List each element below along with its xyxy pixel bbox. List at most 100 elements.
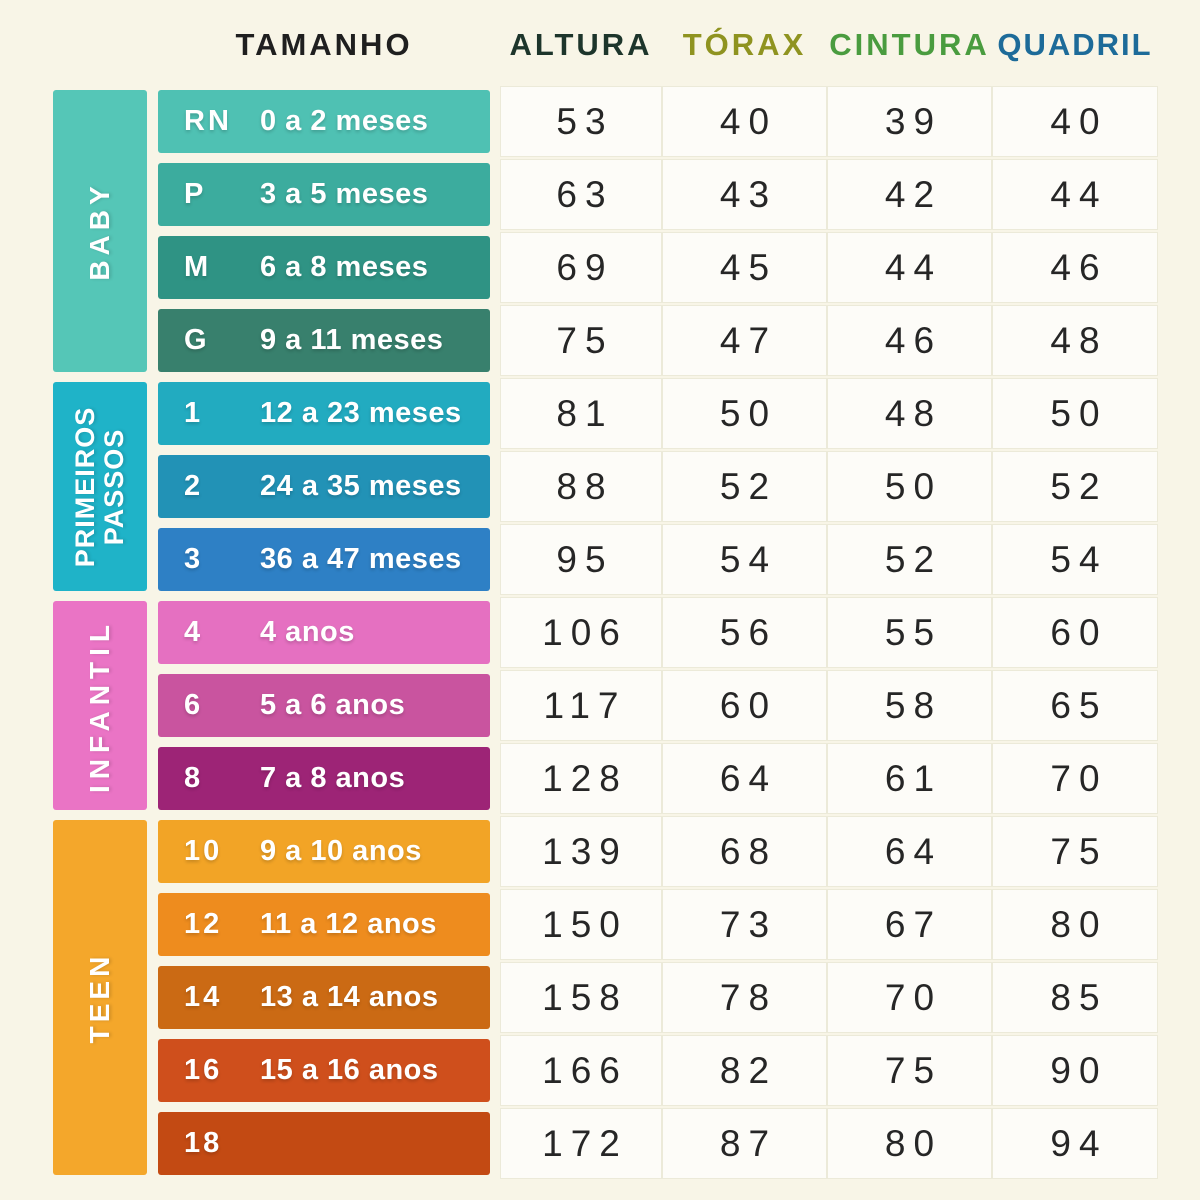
cell-quadril: 94 xyxy=(992,1108,1158,1179)
cell-altura: 139 xyxy=(500,816,662,887)
cell-quadril: 52 xyxy=(992,451,1158,522)
size-bar-2: 2 24 a 35 meses xyxy=(158,455,490,518)
cell-torax: 56 xyxy=(662,597,827,668)
cell-cintura: 44 xyxy=(827,232,992,303)
age-range: 15 a 16 anos xyxy=(260,1054,439,1086)
cell-torax: 47 xyxy=(662,305,827,376)
age-range: 12 a 23 meses xyxy=(260,397,462,429)
cell-torax: 45 xyxy=(662,232,827,303)
size-code: 8 xyxy=(184,762,204,794)
size-code: 6 xyxy=(184,689,204,721)
cell-quadril: 40 xyxy=(992,86,1158,157)
size-code: 2 xyxy=(184,470,204,502)
group-infantil: INFANTIL xyxy=(53,601,147,810)
cell-cintura: 75 xyxy=(827,1035,992,1106)
size-code: 1 xyxy=(184,397,204,429)
age-range: 11 a 12 anos xyxy=(260,908,437,940)
age-range: 36 a 47 meses xyxy=(260,543,462,575)
size-bar-3: 3 36 a 47 meses xyxy=(158,528,490,591)
group-baby: BABY xyxy=(53,90,147,372)
size-code: M xyxy=(184,251,212,283)
header-cintura: CINTURA xyxy=(829,27,990,62)
age-range: 13 a 14 anos xyxy=(260,981,439,1013)
cell-cintura: 42 xyxy=(827,159,992,230)
size-bar-rn: RN 0 a 2 meses xyxy=(158,90,490,153)
size-code: 4 xyxy=(184,616,204,648)
cell-torax: 64 xyxy=(662,743,827,814)
cell-quadril: 54 xyxy=(992,524,1158,595)
size-code: 10 xyxy=(184,835,223,867)
size-code: G xyxy=(184,324,210,356)
size-bar-g: G 9 a 11 meses xyxy=(158,309,490,372)
cell-altura: 166 xyxy=(500,1035,662,1106)
group-infantil-label: INFANTIL xyxy=(84,618,115,793)
cell-torax: 87 xyxy=(662,1108,827,1179)
size-bar-8: 8 7 a 8 anos xyxy=(158,747,490,810)
header-torax: TÓRAX xyxy=(682,27,807,62)
size-code: RN xyxy=(184,105,232,137)
size-code: 14 xyxy=(184,981,223,1013)
age-range: 24 a 35 meses xyxy=(260,470,462,502)
cell-altura: 63 xyxy=(500,159,662,230)
size-bar-12: 12 11 a 12 anos xyxy=(158,893,490,956)
cell-quadril: 85 xyxy=(992,962,1158,1033)
cell-cintura: 61 xyxy=(827,743,992,814)
cell-quadril: 44 xyxy=(992,159,1158,230)
age-range: 4 anos xyxy=(260,616,355,648)
cell-torax: 50 xyxy=(662,378,827,449)
cell-quadril: 70 xyxy=(992,743,1158,814)
cell-cintura: 58 xyxy=(827,670,992,741)
cell-torax: 68 xyxy=(662,816,827,887)
size-bar-p: P 3 a 5 meses xyxy=(158,163,490,226)
cell-cintura: 80 xyxy=(827,1108,992,1179)
cell-altura: 117 xyxy=(500,670,662,741)
header-tamanho: TAMANHO xyxy=(235,27,413,62)
size-bar-16: 16 15 a 16 anos xyxy=(158,1039,490,1102)
cell-torax: 52 xyxy=(662,451,827,522)
age-range: 5 a 6 anos xyxy=(260,689,406,721)
group-baby-label: BABY xyxy=(84,181,115,281)
cell-cintura: 50 xyxy=(827,451,992,522)
cell-quadril: 60 xyxy=(992,597,1158,668)
cell-quadril: 50 xyxy=(992,378,1158,449)
cell-cintura: 67 xyxy=(827,889,992,960)
cell-altura: 128 xyxy=(500,743,662,814)
cell-altura: 158 xyxy=(500,962,662,1033)
size-code: 18 xyxy=(184,1127,223,1159)
size-bar-10: 10 9 a 10 anos xyxy=(158,820,490,883)
cell-torax: 43 xyxy=(662,159,827,230)
cell-cintura: 55 xyxy=(827,597,992,668)
cell-quadril: 65 xyxy=(992,670,1158,741)
cell-quadril: 46 xyxy=(992,232,1158,303)
cell-torax: 40 xyxy=(662,86,827,157)
cell-altura: 53 xyxy=(500,86,662,157)
cell-altura: 69 xyxy=(500,232,662,303)
cell-quadril: 90 xyxy=(992,1035,1158,1106)
cell-cintura: 64 xyxy=(827,816,992,887)
cell-altura: 75 xyxy=(500,305,662,376)
cell-torax: 73 xyxy=(662,889,827,960)
cell-altura: 88 xyxy=(500,451,662,522)
cell-torax: 82 xyxy=(662,1035,827,1106)
size-bar-6: 6 5 a 6 anos xyxy=(158,674,490,737)
size-bar-18: 18 xyxy=(158,1112,490,1175)
cell-quadril: 48 xyxy=(992,305,1158,376)
cell-altura: 150 xyxy=(500,889,662,960)
size-bar-m: M 6 a 8 meses xyxy=(158,236,490,299)
group-teen-label: TEEN xyxy=(84,952,115,1043)
cell-quadril: 80 xyxy=(992,889,1158,960)
header-quadril: QUADRIL xyxy=(997,27,1153,62)
size-code: 12 xyxy=(184,908,223,940)
age-range: 9 a 10 anos xyxy=(260,835,422,867)
cell-torax: 54 xyxy=(662,524,827,595)
cell-torax: 78 xyxy=(662,962,827,1033)
group-teen: TEEN xyxy=(53,820,147,1175)
cell-altura: 172 xyxy=(500,1108,662,1179)
age-range: 3 a 5 meses xyxy=(260,178,429,210)
cell-quadril: 75 xyxy=(992,816,1158,887)
size-code: 3 xyxy=(184,543,204,575)
size-code: 16 xyxy=(184,1054,223,1086)
age-range: 6 a 8 meses xyxy=(260,251,429,283)
group-primeiros-passos-label: PRIMEIROS PASSOS xyxy=(69,406,129,567)
